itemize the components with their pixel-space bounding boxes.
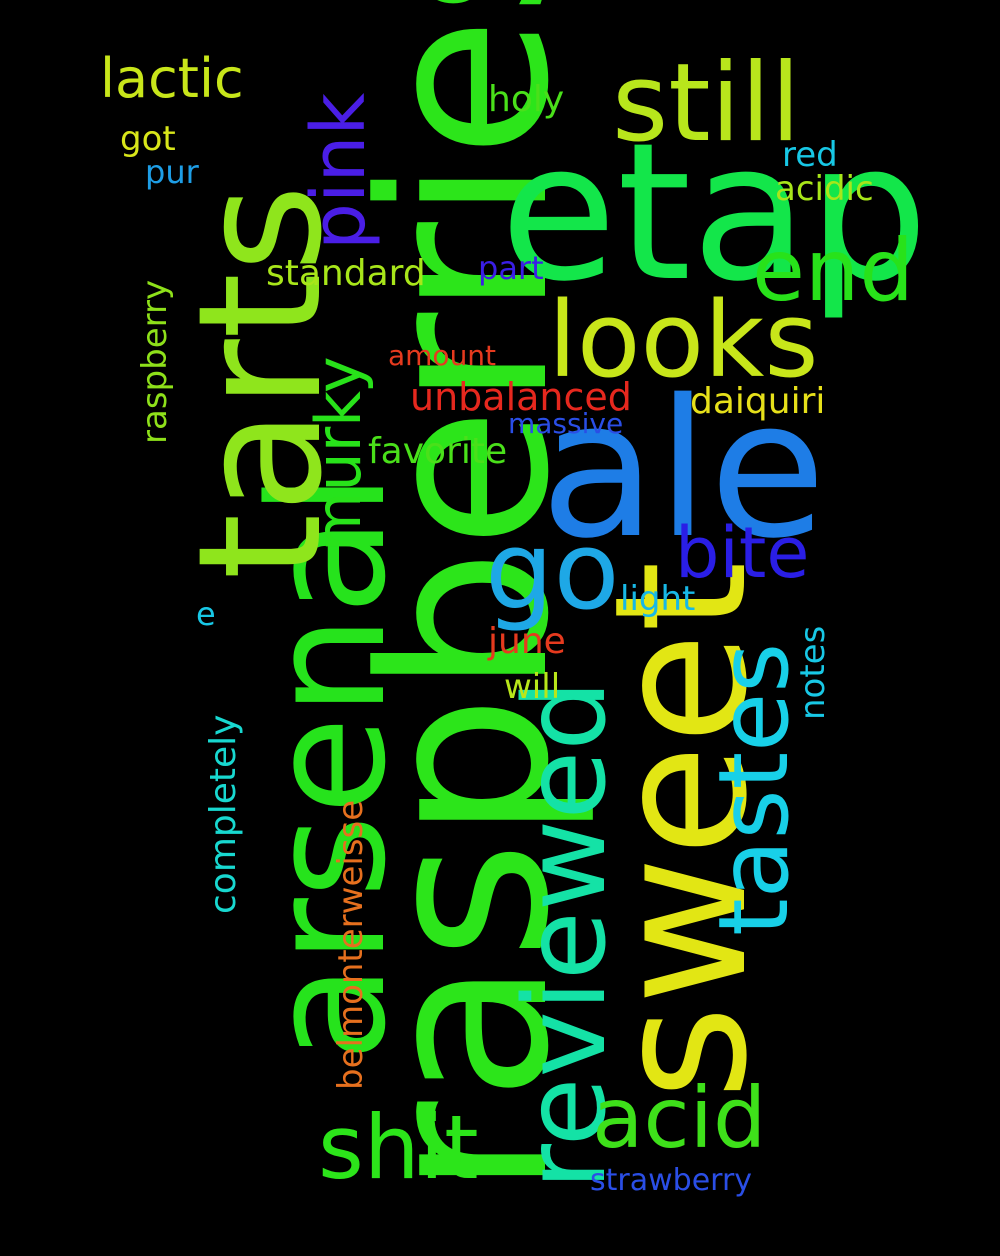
word-bite: bite [675, 512, 810, 594]
word-amount: amount [388, 339, 497, 372]
word-pink: pink [296, 92, 382, 250]
word-standard: standard [266, 253, 426, 294]
word-red: red [782, 135, 838, 175]
word-etap: etap [500, 102, 929, 323]
word-end: end [752, 221, 915, 321]
word-ale: ale [540, 359, 827, 580]
word-pur: pur [145, 153, 199, 191]
word-e: e [196, 595, 216, 633]
word-notes: notes [793, 625, 833, 720]
word-acidic: acidic [775, 169, 874, 209]
word-lactic: lactic [100, 47, 244, 110]
word-murky: murky [302, 356, 375, 552]
word-june: june [488, 621, 566, 662]
word-belmonterweisse: belmonterweisse [331, 799, 371, 1090]
word-raspberry: raspberry [135, 279, 175, 444]
word-light: light [620, 579, 696, 619]
word-acid: acid [592, 1069, 767, 1167]
word-massive: massive [508, 407, 624, 440]
word-still: still [612, 41, 801, 166]
word-shit: shit [318, 1096, 479, 1199]
word-go: go [485, 509, 620, 634]
word-daiquiri: daiquiri [690, 381, 826, 422]
word-tastes: tastes [698, 642, 810, 936]
word-will: will [504, 667, 561, 707]
word-favorite: favorite [368, 431, 508, 472]
word-completely: completely [203, 714, 244, 914]
word-unbalanced: unbalanced [410, 375, 632, 419]
word-got: got [120, 119, 176, 159]
word-looks: looks [548, 279, 819, 401]
word-part: part [478, 249, 544, 287]
word-holy: holy [488, 79, 565, 120]
word-strawberry: strawberry [590, 1163, 753, 1198]
